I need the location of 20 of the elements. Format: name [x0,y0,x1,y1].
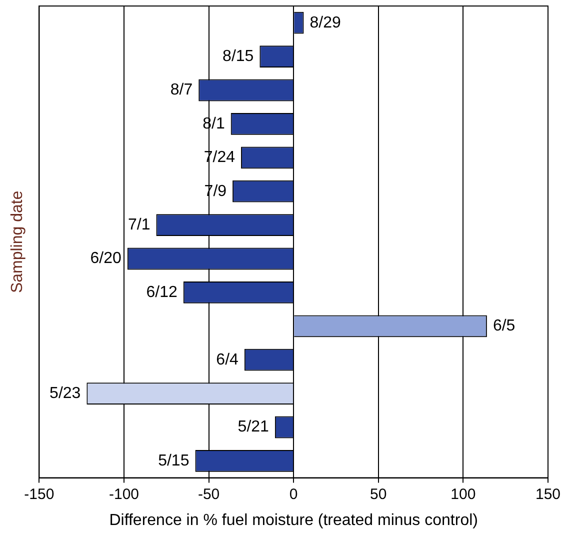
x-tick-label: 50 [370,486,387,503]
y-tick-label: 6/5 [492,318,516,335]
x-tick-label: -150 [24,486,54,503]
x-tick-label: 150 [535,486,561,503]
y-tick-label: 5/21 [238,418,270,436]
x-tick-label: -100 [108,486,140,503]
y-tick-label: 6/12 [146,284,178,301]
y-tick-label: 5/15 [158,452,190,470]
x-tick-label: -50 [198,486,220,503]
y-tick-label: 8/29 [310,14,342,32]
y-tick-label: 6/4 [216,351,239,368]
x-tick-label: 100 [450,486,476,503]
x-tick-label: 0 [289,486,298,503]
y-tick-label: 8/7 [170,82,193,99]
y-tick-label: 5/23 [50,384,81,402]
y-tick-label: 8/15 [222,48,254,65]
y-tick-label: 7/1 [128,216,150,234]
y-axis-title: Sampling date [9,190,26,294]
x-axis-title: Difference in % fuel moisture (treated minus control) [109,512,478,529]
y-tick-label: 6/20 [90,250,122,268]
